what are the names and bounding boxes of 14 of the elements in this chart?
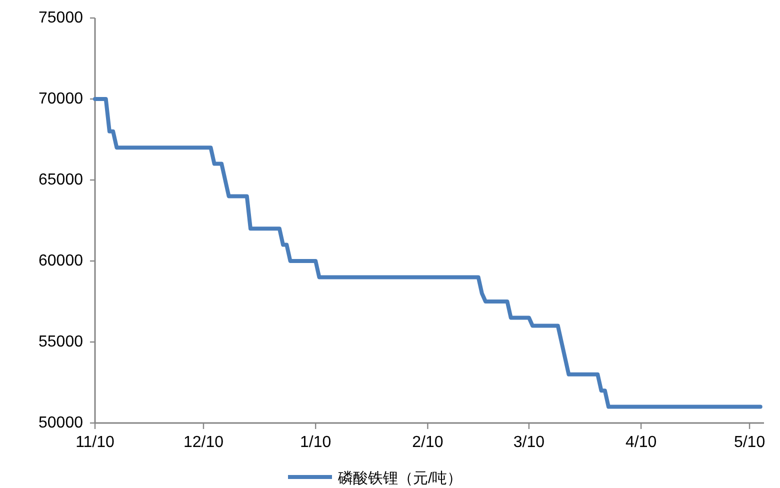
y-tick-label: 65000 [38,172,83,188]
x-tick-label: 5/10 [734,434,766,451]
x-tick-label: 2/10 [412,434,444,451]
x-tick-label: 3/10 [513,434,545,451]
x-tick-label: 1/10 [300,434,332,451]
y-tick-label: 50000 [38,414,83,432]
legend-label: 磷酸铁锂（元/吨） [337,470,462,487]
y-tick-label: 75000 [38,10,83,26]
x-tick-label: 4/10 [625,434,657,451]
y-tick-label: 60000 [38,252,83,270]
y-tick-label: 70000 [38,90,83,108]
y-tick-label: 55000 [38,334,83,350]
x-tick-label: 12/10 [183,434,224,451]
x-tick-label: 11/10 [76,434,114,451]
